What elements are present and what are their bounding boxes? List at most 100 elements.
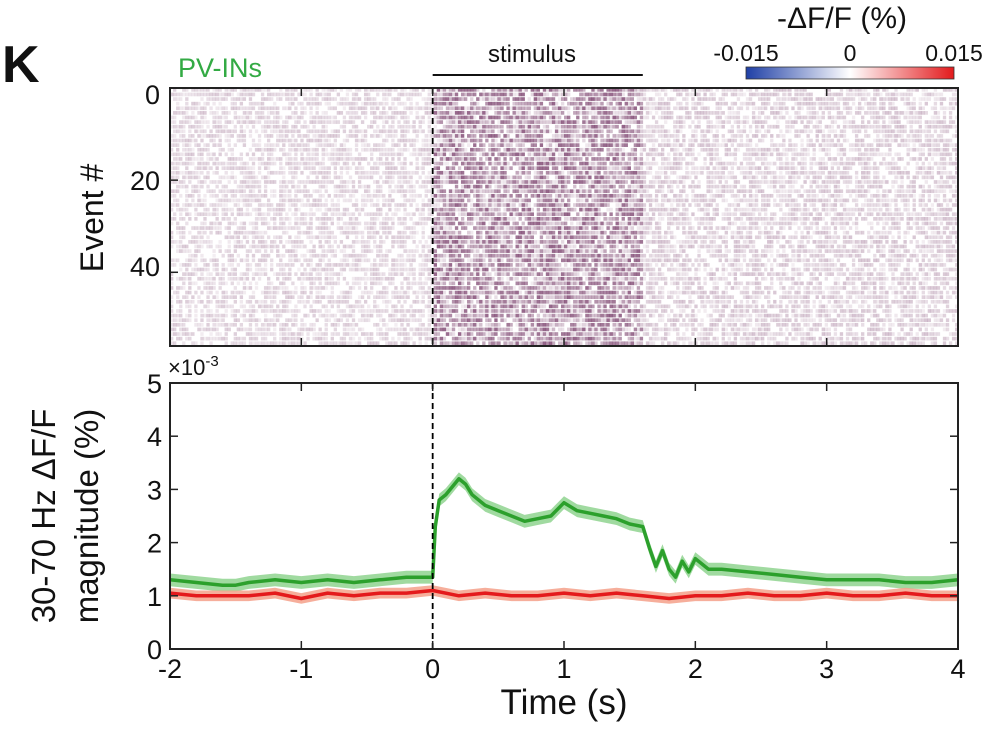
heatmap-cell — [445, 101, 450, 106]
heatmap-cell — [667, 180, 671, 184]
heatmap-cell — [879, 101, 883, 106]
heatmap-cell — [879, 124, 883, 129]
heatmap-cell — [557, 193, 562, 198]
heatmap-cell — [233, 101, 237, 106]
heatmap-cell — [891, 134, 895, 138]
heatmap-cell — [248, 198, 253, 203]
heatmap-cell — [230, 166, 234, 171]
heatmap-cell — [303, 147, 307, 152]
heatmap-cell — [830, 97, 835, 101]
heatmap-cell — [788, 97, 792, 101]
heatmap-cell — [660, 180, 665, 184]
heatmap-cell — [182, 120, 186, 124]
heatmap-cell — [509, 203, 513, 207]
heatmap-cell — [506, 101, 510, 106]
heatmap-cell — [257, 134, 262, 138]
heatmap-cell — [909, 129, 913, 134]
heatmap-cell — [266, 175, 271, 180]
heatmap-cell — [800, 120, 804, 124]
heatmap-cell — [370, 152, 374, 157]
heatmap-cell — [360, 120, 365, 124]
heatmap-cell — [342, 180, 347, 184]
heatmap-cell — [806, 92, 810, 97]
heatmap-cell — [751, 184, 756, 189]
heatmap-cell — [730, 175, 735, 180]
heatmap-cell — [545, 147, 550, 152]
heatmap-cell — [570, 138, 574, 143]
heatmap-cell — [188, 152, 192, 157]
heatmap-cell — [309, 88, 313, 92]
heatmap-cell — [600, 166, 604, 171]
heatmap-cell — [951, 97, 956, 101]
heatmap-cell — [924, 111, 928, 115]
heatmap-cell — [445, 129, 450, 134]
heatmap-cell — [800, 193, 804, 198]
heatmap-cell — [612, 115, 616, 120]
heatmap-cell — [318, 203, 322, 207]
heatmap-cell — [818, 166, 822, 171]
heatmap-cell — [348, 152, 353, 157]
heatmap-cell — [457, 115, 462, 120]
heatmap-cell — [779, 175, 783, 180]
heatmap-cell — [500, 120, 504, 124]
heatmap-cell — [579, 97, 583, 101]
heatmap-cell — [418, 147, 422, 152]
heatmap-cell — [185, 193, 189, 198]
heatmap-cell — [182, 88, 186, 92]
heatmap-cell — [212, 88, 216, 92]
heatmap-cell — [485, 203, 489, 207]
heatmap-cell — [218, 115, 222, 120]
heatmap-cell — [676, 166, 680, 171]
heatmap-cell — [894, 166, 898, 171]
heatmap-cell — [882, 111, 886, 115]
heatmap-cell — [503, 147, 507, 152]
heatmap-cell — [518, 92, 522, 97]
heatmap-cell — [336, 175, 341, 180]
heatmap-cell — [539, 134, 544, 138]
heatmap-cell — [633, 161, 638, 166]
heatmap-cell — [921, 106, 925, 111]
heatmap-cell — [797, 88, 801, 92]
heatmap-cell — [885, 97, 889, 101]
heatmap-cell — [764, 180, 768, 184]
heatmap-cell — [182, 184, 186, 189]
heatmap-cell — [545, 111, 550, 115]
heatmap-cell — [715, 120, 719, 124]
heatmap-cell — [754, 193, 759, 198]
heatmap-cell — [924, 143, 928, 147]
heatmap-cell — [936, 193, 941, 198]
heatmap-cell — [497, 92, 501, 97]
heatmap-cell — [276, 120, 280, 124]
heatmap-cell — [870, 115, 874, 120]
heatmap-cell — [348, 175, 353, 180]
heatmap-cell — [203, 88, 207, 92]
heatmap-cell — [691, 189, 695, 194]
heatmap-cell — [397, 147, 401, 152]
heatmap-cell — [591, 180, 595, 184]
heatmap-cell — [900, 111, 904, 115]
heatmap-cell — [627, 115, 631, 120]
heatmap-cell — [515, 147, 519, 152]
heatmap-cell — [585, 175, 589, 180]
heatmap-cell — [745, 166, 750, 171]
heatmap-cell — [839, 88, 844, 92]
heatmap-cell — [457, 170, 462, 175]
heatmap-cell — [203, 101, 207, 106]
heatmap-cell — [279, 147, 283, 152]
heatmap-cell — [936, 143, 941, 147]
heatmap-cell — [576, 106, 580, 111]
heatmap-cell — [494, 161, 498, 166]
heatmap-cell — [797, 134, 801, 138]
heatmap-cell — [891, 184, 895, 189]
heatmap-cell — [597, 157, 601, 161]
heatmap-cell — [761, 175, 765, 180]
heatmap-cell — [842, 115, 847, 120]
heatmap-cell — [194, 170, 198, 175]
heatmap-cell — [506, 175, 510, 180]
heatmap-cell — [827, 143, 832, 147]
heatmap-cell — [303, 184, 307, 189]
heatmap-cell — [791, 152, 795, 157]
heatmap-cell — [773, 92, 777, 97]
heatmap-cell — [791, 147, 795, 152]
heatmap-cell — [939, 170, 944, 175]
